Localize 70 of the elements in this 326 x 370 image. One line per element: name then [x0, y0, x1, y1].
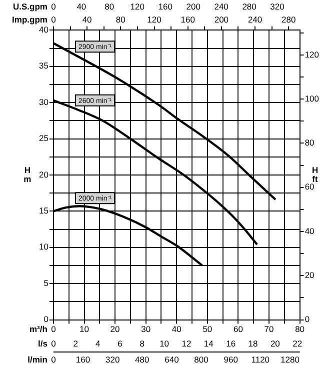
x-tick-label: 70 [264, 324, 274, 334]
text: 200 [186, 1, 201, 12]
text: U.S.gpm [12, 1, 48, 12]
x2-tick-label: 80 [116, 14, 126, 24]
x-tick-label: 40 [172, 324, 182, 334]
text: l/min [28, 354, 48, 364]
y-tick-label: 40 [38, 24, 49, 35]
text: 6 [118, 338, 123, 348]
y-tick-label: 30 [38, 96, 49, 107]
y-axis-title: H m [24, 164, 32, 184]
text: 320 [105, 354, 120, 364]
y-tick-label: 35 [38, 60, 49, 71]
text: 160 [158, 1, 173, 12]
text: 240 [214, 1, 229, 12]
text: 640 [164, 354, 180, 364]
x-axis-title: m³/h [30, 324, 48, 334]
y2-tick-label: 20 [304, 270, 315, 280]
x2-tick-label: 200 [214, 14, 229, 24]
y2-tick-label: 60 [304, 182, 315, 192]
text: 0 [51, 354, 56, 364]
text: 14 [204, 338, 214, 348]
text: 120 [130, 1, 145, 12]
y-tick-label: 5 [44, 278, 49, 288]
x-tick-label: 30 [141, 324, 151, 334]
x-tick-label: 60 [233, 324, 244, 334]
y-tick-label: 0 [44, 314, 49, 324]
y2-tick-label: 120 [304, 49, 320, 60]
y-tick-label: 10 [38, 242, 49, 252]
x-tick-label: 80 [295, 324, 305, 334]
y2-tick-label: 80 [304, 138, 315, 148]
text: 0 [51, 1, 56, 12]
y-tick-label: 20 [38, 169, 49, 180]
x2-axis-title: Imp.gpm [12, 14, 48, 25]
y-tick-label: 25 [38, 133, 49, 144]
text: 20 [270, 338, 280, 348]
text: 12 [182, 338, 192, 348]
text: 10 [160, 338, 170, 348]
x-tick-label: 10 [80, 324, 90, 334]
x2-tick-label: 280 [282, 14, 296, 24]
text: 80 [104, 1, 114, 12]
text: 1120 [251, 354, 270, 364]
text: 960 [224, 354, 238, 364]
x2-tick-label: 160 [180, 14, 196, 24]
x-tick-label: 20 [110, 324, 120, 334]
y2-axis-title: H ft [312, 164, 318, 184]
text: 0 [51, 338, 56, 348]
text: 480 [135, 354, 150, 364]
y2-tick-label: 40 [304, 226, 315, 236]
text: 2 [73, 338, 78, 348]
text: 1280 [280, 354, 300, 364]
y2-tick-label: 0 [304, 314, 310, 324]
text: 320 [270, 1, 285, 12]
x-tick-label: 50 [202, 324, 212, 334]
x2-tick-label: 120 [147, 14, 162, 24]
x2-tick-label: 0 [51, 14, 56, 24]
text: 16 [226, 338, 236, 348]
text: 18 [248, 338, 258, 348]
x2-tick-label: 240 [248, 14, 262, 24]
text: 40 [76, 1, 86, 12]
y2-tick-label: 100 [304, 93, 320, 104]
text: 160 [76, 354, 90, 364]
text: 8 [140, 338, 145, 348]
text: l/s [38, 338, 48, 348]
x2-tick-label: 40 [82, 14, 92, 24]
text: 280 [242, 1, 257, 12]
text: 800 [194, 354, 209, 364]
text: 4 [95, 338, 100, 348]
x-tick-label: 0 [51, 324, 56, 334]
y-tick-label: 15 [38, 206, 49, 216]
text: 22 [292, 338, 302, 348]
